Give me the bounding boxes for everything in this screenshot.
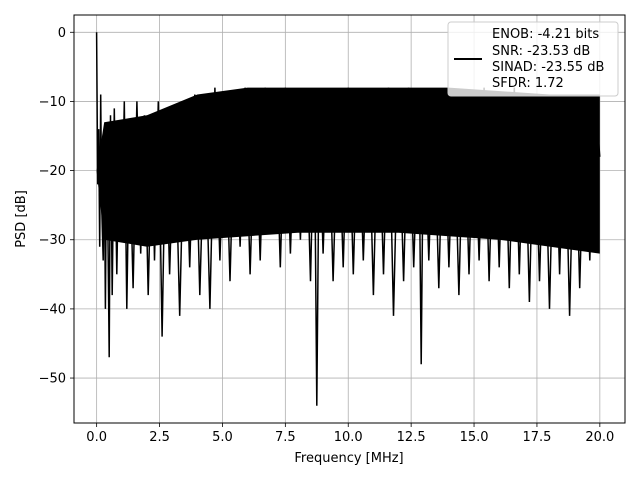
legend-entry-snr: SNR: -23.53 dB xyxy=(492,44,590,59)
x-tick-label: 12.5 xyxy=(397,430,426,445)
x-tick-label: 7.5 xyxy=(275,430,296,445)
x-tick-label: 15.0 xyxy=(460,430,489,445)
y-tick-label: −30 xyxy=(39,233,66,248)
y-tick-label: −40 xyxy=(39,302,66,317)
x-tick-label: 2.5 xyxy=(149,430,170,445)
x-tick-label: 5.0 xyxy=(212,430,233,445)
y-tick-label: 0 xyxy=(58,26,66,41)
x-tick-label: 10.0 xyxy=(334,430,363,445)
y-tick-label: −50 xyxy=(39,372,66,387)
psd-series xyxy=(95,32,601,406)
x-tick-label: 17.5 xyxy=(522,430,551,445)
psd-series-line xyxy=(95,32,601,406)
x-tick-label: 0.0 xyxy=(86,430,107,445)
legend: ENOB: -4.21 bits SNR: -23.53 dB SINAD: -… xyxy=(447,21,619,97)
x-axis-ticks: 0.0 2.5 5.0 7.5 10.0 12.5 15.0 17.5 20.0 xyxy=(86,423,614,445)
legend-entry-sfdr: SFDR: 1.72 xyxy=(492,76,564,91)
psd-noise-band xyxy=(96,87,600,254)
x-axis-label: Frequency [MHz] xyxy=(294,451,403,466)
legend-entry-enob: ENOB: -4.21 bits xyxy=(492,27,599,42)
plot-area-frame xyxy=(73,14,626,424)
y-axis-ticks: 0 −10 −20 −30 −40 −50 xyxy=(39,26,74,387)
psd-series-envelope xyxy=(96,87,600,254)
y-axis-label: PSD [dB] xyxy=(14,190,29,248)
y-tick-label: −10 xyxy=(39,95,66,110)
legend-box xyxy=(447,21,619,97)
legend-entry-sinad: SINAD: -23.55 dB xyxy=(492,60,604,75)
x-tick-label: 20.0 xyxy=(585,430,614,445)
y-tick-label: −20 xyxy=(39,164,66,179)
